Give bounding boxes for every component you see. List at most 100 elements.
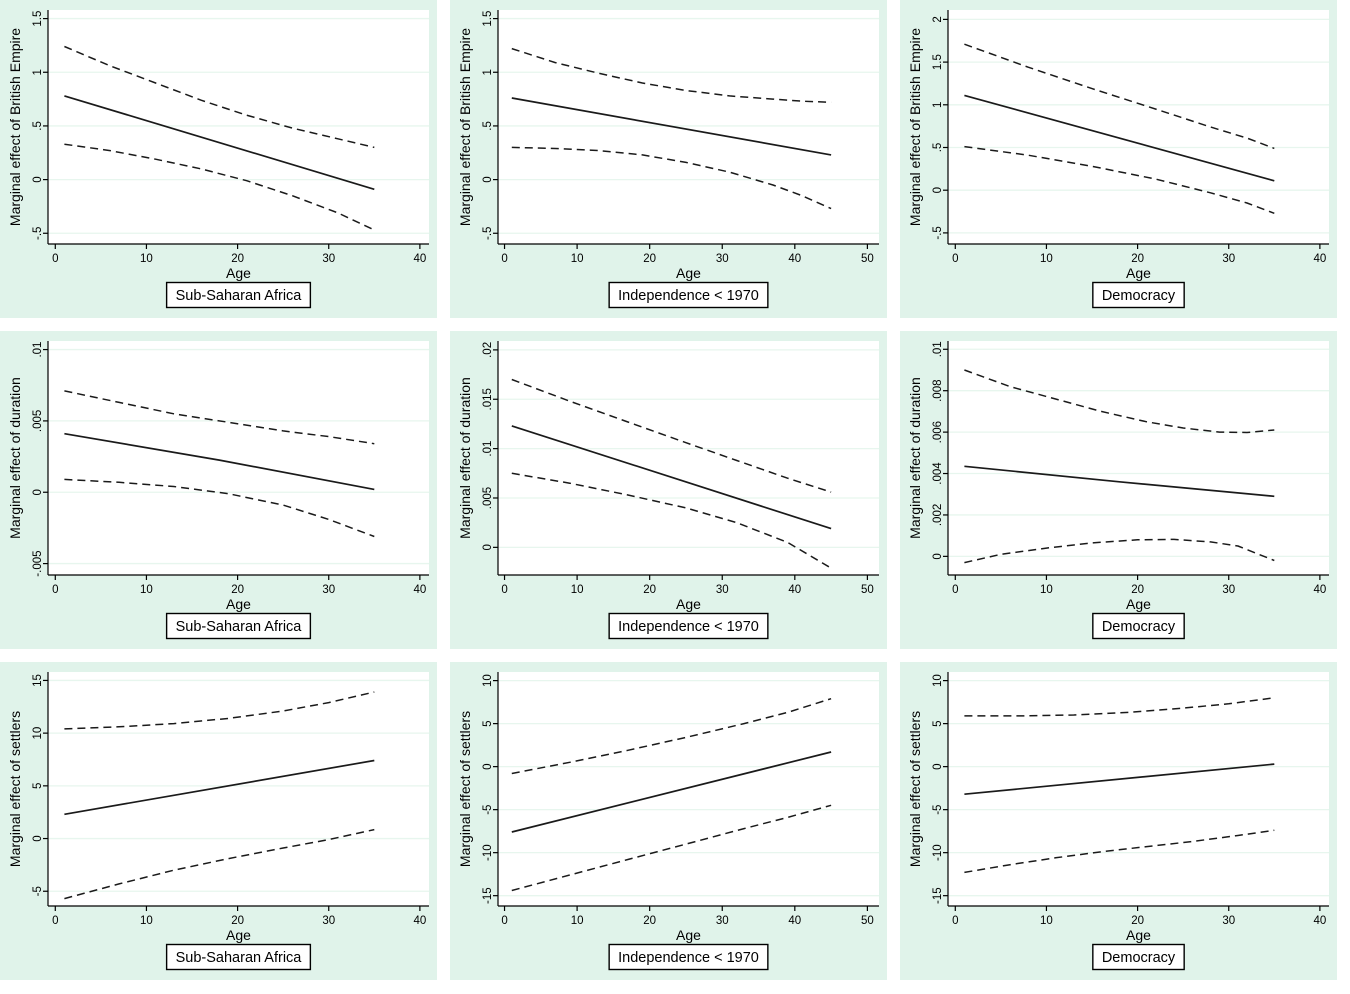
x-tick-label: 40: [788, 253, 801, 265]
x-tick-label: 20: [643, 915, 656, 927]
y-tick-label: .005: [482, 487, 494, 509]
x-tick-label: 30: [322, 253, 335, 265]
y-tick-label: 0: [482, 176, 494, 182]
y-tick-label: 5: [32, 783, 44, 789]
x-tick-label: 10: [140, 253, 153, 265]
x-tick-label: 40: [788, 584, 801, 596]
x-tick-label: 0: [501, 253, 507, 265]
panel-settlers-democracy: -15 -10 -5 0 5 10 0 10 20 30 40 Marginal effect of …: [900, 662, 1337, 980]
y-axis-title: Marginal effect of duration: [457, 377, 473, 539]
subtitle-label: Democracy: [1102, 619, 1176, 635]
y-tick-label: 0: [32, 835, 44, 841]
chart-duration-sub-saharan-africa: -.005 0 .005 .01 0 10 20 30 40 Marginal effect of…: [0, 331, 437, 649]
plot-area: [48, 672, 429, 906]
y-tick-label: 0: [482, 763, 494, 769]
x-tick-label: 10: [140, 584, 153, 596]
y-tick-label: 0: [932, 553, 944, 559]
y-axis-title: Marginal effect of settlers: [457, 711, 473, 867]
subtitle-label: Democracy: [1102, 288, 1176, 304]
y-tick-label: 1: [932, 102, 944, 108]
x-axis-title: Age: [676, 927, 701, 943]
chart-settlers-democracy: -15 -10 -5 0 5 10 0 10 20 30 40 Marginal effect of …: [900, 662, 1337, 980]
subtitle-label: Sub-Saharan Africa: [176, 950, 303, 966]
x-tick-label: 10: [1040, 584, 1053, 596]
y-tick-label: .5: [482, 121, 494, 131]
x-tick-label: 10: [571, 915, 584, 927]
panel-duration-independence: 0 .005 .01 .015 .02 0 10 20 30 40 50 Marginal effec…: [450, 331, 887, 649]
x-tick-label: 0: [501, 915, 507, 927]
y-tick-label: .015: [482, 388, 494, 410]
chart-settlers-independence: -15 -10 -5 0 5 10 0 10 20 30 40 50 Marginal effect o…: [450, 662, 887, 980]
y-tick-label: .005: [32, 410, 44, 432]
series-line-estimate: [64, 432, 375, 491]
series-line-lower-ci: [64, 828, 375, 900]
series-line-estimate: [64, 95, 375, 191]
y-axis-title: Marginal effect of British Empire: [907, 28, 923, 226]
y-tick-label: -.005: [32, 550, 44, 576]
y-tick-label: 0: [932, 187, 944, 193]
y-axis-title: Marginal effect of British Empire: [7, 28, 23, 226]
series-line-lower-ci: [964, 538, 1275, 564]
x-tick-label: 0: [952, 253, 958, 265]
x-axis-title: Age: [676, 596, 701, 612]
y-tick-label: 0: [32, 489, 44, 495]
y-tick-label: -10: [932, 844, 944, 861]
panel-duration-sub-saharan-africa: -.005 0 .005 .01 0 10 20 30 40 Marginal effect of…: [0, 331, 437, 649]
y-tick-label: 1.5: [482, 11, 494, 27]
y-tick-label: .006: [932, 421, 944, 443]
x-tick-label: 40: [413, 584, 426, 596]
chart-empire-sub-saharan-africa: -.5 0 .5 1 1.5 0 10 20 30 40 Marginal effect of Br…: [0, 0, 437, 318]
subtitle-box: [608, 612, 769, 640]
y-tick-label: .01: [932, 341, 944, 357]
series-line-estimate: [511, 751, 832, 833]
subtitle-box: [1092, 281, 1185, 309]
series-line-upper-ci: [64, 390, 375, 445]
y-tick-label: 5: [932, 720, 944, 726]
y-tick-label: 1: [32, 69, 44, 75]
subtitle-box: [165, 612, 312, 640]
x-tick-label: 30: [322, 584, 335, 596]
y-tick-label: .004: [932, 462, 944, 485]
subtitle-label: Independence < 1970: [618, 619, 759, 635]
x-tick-label: 40: [413, 253, 426, 265]
subtitle-box: [165, 943, 312, 971]
x-tick-label: 0: [52, 253, 58, 265]
series-line-lower-ci: [64, 478, 375, 538]
y-tick-label: 15: [32, 674, 44, 687]
x-tick-label: 30: [322, 915, 335, 927]
series-line-upper-ci: [511, 378, 832, 493]
series-line-lower-ci: [511, 146, 832, 210]
x-tick-label: 0: [52, 915, 58, 927]
panel-settlers-sub-saharan-africa: -5 0 5 10 15 0 10 20 30 40 Marginal effect of sett…: [0, 662, 437, 980]
plot-area: [498, 672, 879, 906]
x-tick-label: 40: [1313, 584, 1326, 596]
subtitle-label: Independence < 1970: [618, 288, 759, 304]
series-line-estimate: [964, 763, 1275, 796]
subtitle-box: [1092, 612, 1185, 640]
x-tick-label: 50: [861, 253, 874, 265]
subtitle-label: Sub-Saharan Africa: [176, 619, 303, 635]
x-tick-label: 20: [1131, 584, 1144, 596]
panel-empire-democracy: -.5 0.5 1 1.5 2 0 10 20 30 40 Marginal effect of B…: [900, 0, 1337, 318]
subtitle-box: [608, 281, 769, 309]
chart-duration-democracy: 0 .002 .004 .006 .008 .01 0 10 20 30 40 Marginal ef…: [900, 331, 1337, 649]
x-axis-title: Age: [676, 265, 701, 281]
x-axis-title: Age: [226, 596, 251, 612]
y-tick-label: -5: [32, 886, 44, 896]
y-tick-label: .5: [932, 143, 944, 153]
series-line-estimate: [964, 465, 1275, 498]
panel-empire-sub-saharan-africa: -.5 0 .5 1 1.5 0 10 20 30 40 Marginal effect of Br…: [0, 0, 437, 318]
y-tick-label: 0: [32, 176, 44, 182]
series-line-lower-ci: [511, 472, 832, 569]
x-tick-label: 40: [788, 915, 801, 927]
y-tick-label: .02: [482, 342, 494, 358]
y-tick-label: -.5: [32, 227, 44, 240]
subtitle-label: Independence < 1970: [618, 950, 759, 966]
y-tick-label: -5: [482, 805, 494, 815]
subtitle-box: [608, 943, 769, 971]
series-line-lower-ci: [64, 143, 375, 231]
y-tick-label: -.5: [932, 226, 944, 239]
y-axis-title: Marginal effect of settlers: [7, 711, 23, 867]
y-tick-label: 10: [482, 674, 494, 687]
